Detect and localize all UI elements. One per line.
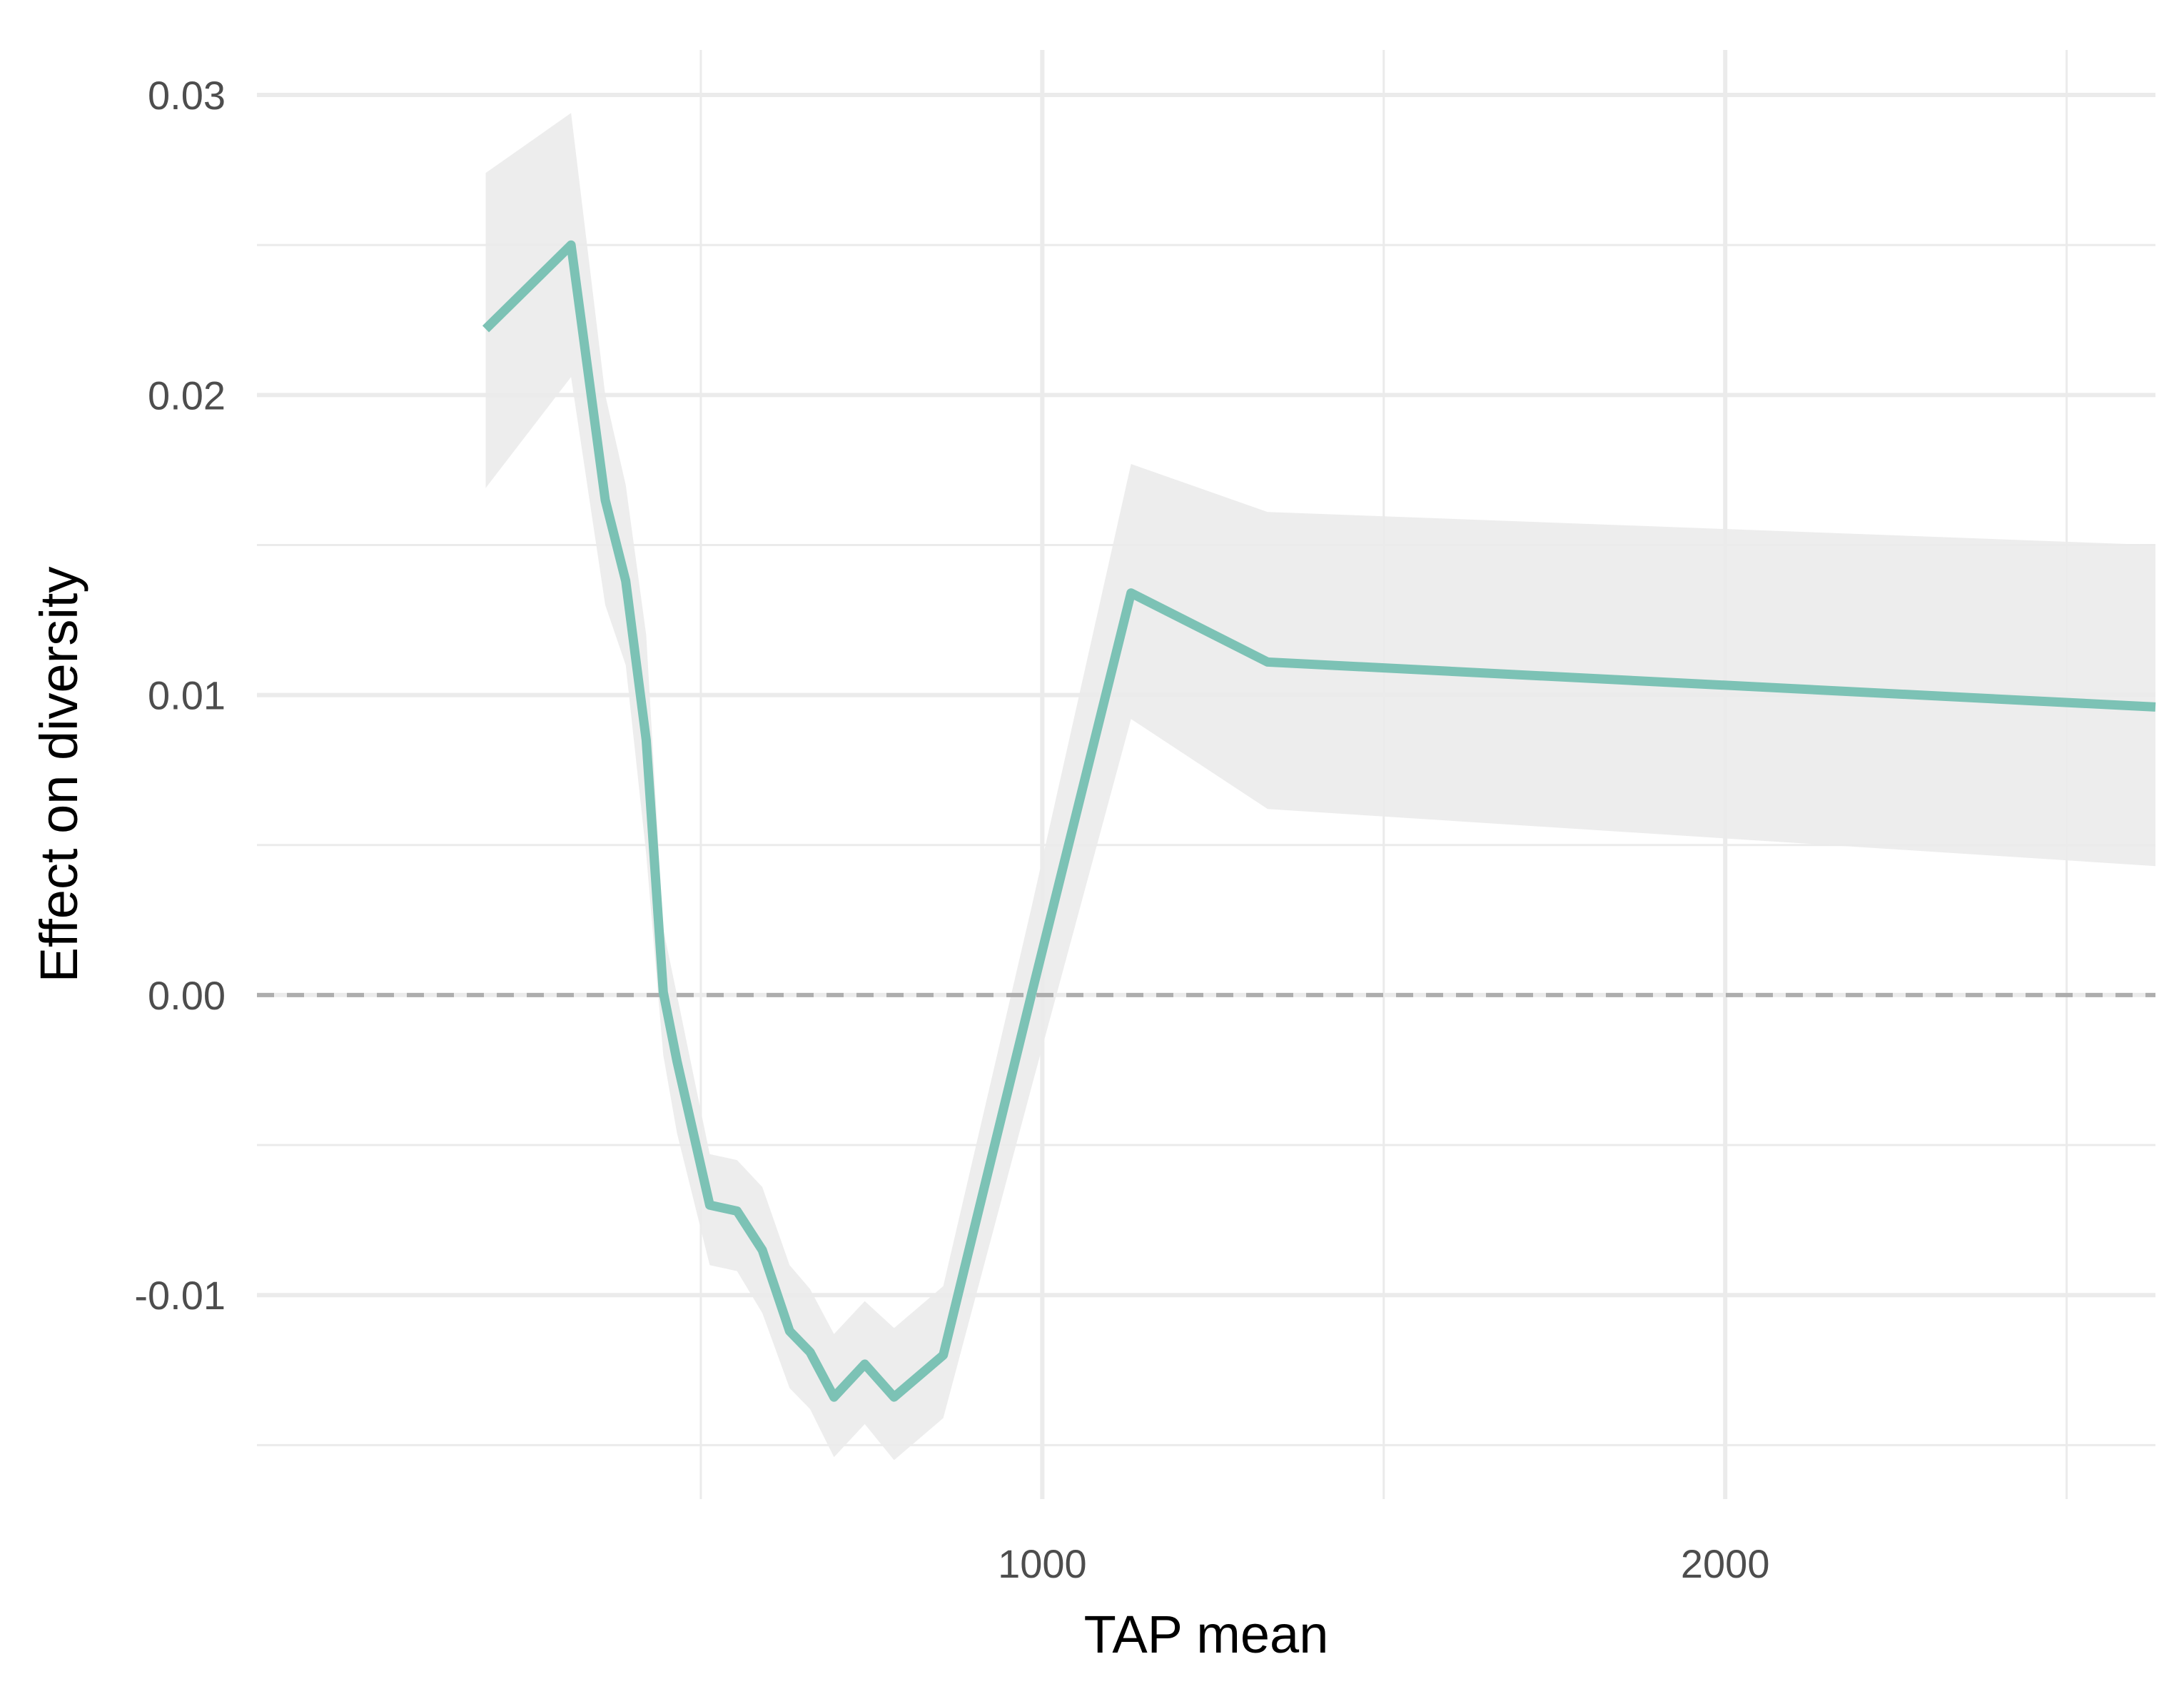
x-tick-label: 2000 <box>1681 1541 1770 1586</box>
confidence-band <box>485 113 2155 1461</box>
y-tick-label: 0.00 <box>148 973 226 1018</box>
y-tick-label: -0.01 <box>134 1273 226 1318</box>
y-tick-label: 0.03 <box>148 73 226 118</box>
y-axis-title: Effect on diversity <box>29 567 89 983</box>
x-tick-label: 1000 <box>998 1541 1087 1586</box>
y-tick-labels: -0.01 0.00 0.01 0.02 0.03 <box>134 73 226 1318</box>
x-axis-title: TAP mean <box>1084 1605 1329 1664</box>
series-line <box>482 240 2156 1402</box>
y-tick-label: 0.02 <box>148 373 226 418</box>
y-tick-label: 0.01 <box>148 673 226 718</box>
x-tick-labels: 1000 2000 <box>998 1541 1769 1586</box>
grid-lines <box>257 50 2155 1499</box>
